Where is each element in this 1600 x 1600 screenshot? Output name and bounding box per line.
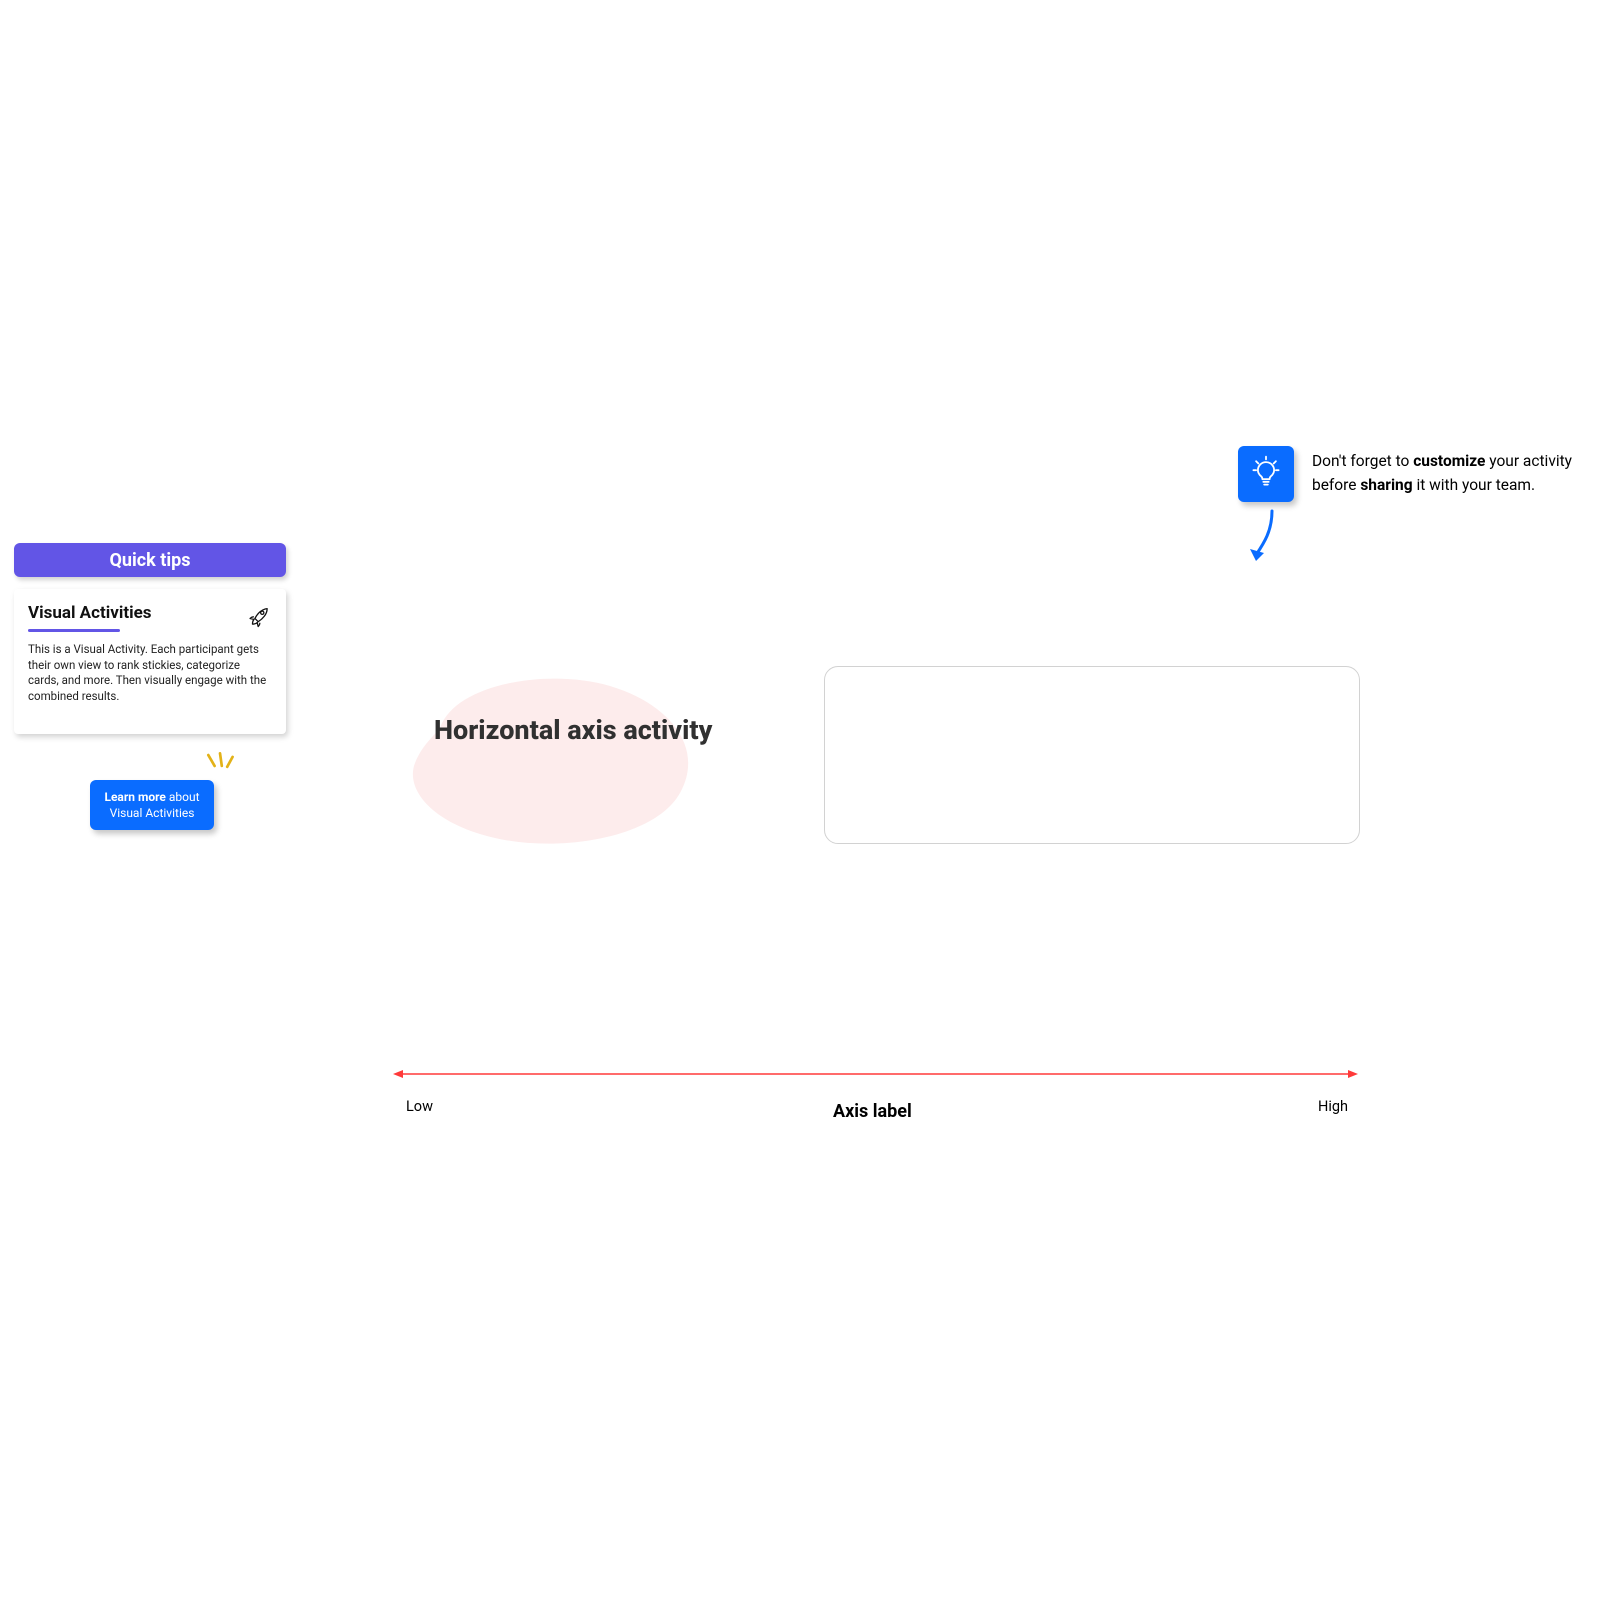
quick-tips-header-text: Quick tips [110, 550, 191, 571]
spark-accent-icon [202, 750, 238, 780]
hint-text-bold: sharing [1360, 476, 1412, 494]
quick-tips-header: Quick tips [14, 543, 286, 577]
quick-tips-underline [28, 629, 120, 632]
hint-text-part: it with your team. [1413, 476, 1536, 494]
axis-high-label: High [1318, 1098, 1348, 1115]
hint-arrow-icon [1242, 509, 1282, 565]
activity-title: Horizontal axis activity [434, 714, 712, 746]
learn-more-label: Learn more about Visual Activities [98, 789, 206, 821]
activity-content-box[interactable] [824, 666, 1360, 844]
axis-low-label: Low [406, 1098, 433, 1115]
title-blob-shape [400, 668, 705, 848]
quick-tips-card-title: Visual Activities [28, 603, 272, 623]
hint-text-bold: customize [1413, 452, 1485, 470]
rocket-icon [246, 603, 272, 629]
quick-tips-card: Visual Activities This is a Visual Activ… [14, 589, 286, 734]
axis-center-label: Axis label [833, 1101, 912, 1122]
hint-text-part: Don't forget to [1312, 452, 1413, 470]
hint-icon-box [1238, 446, 1294, 502]
lightbulb-icon [1248, 454, 1284, 494]
hint-text: Don't forget to customize your activity … [1312, 449, 1600, 497]
horizontal-axis [393, 1067, 1358, 1081]
learn-more-button[interactable]: Learn more about Visual Activities [90, 780, 214, 830]
quick-tips-card-body: This is a Visual Activity. Each particip… [28, 642, 272, 704]
